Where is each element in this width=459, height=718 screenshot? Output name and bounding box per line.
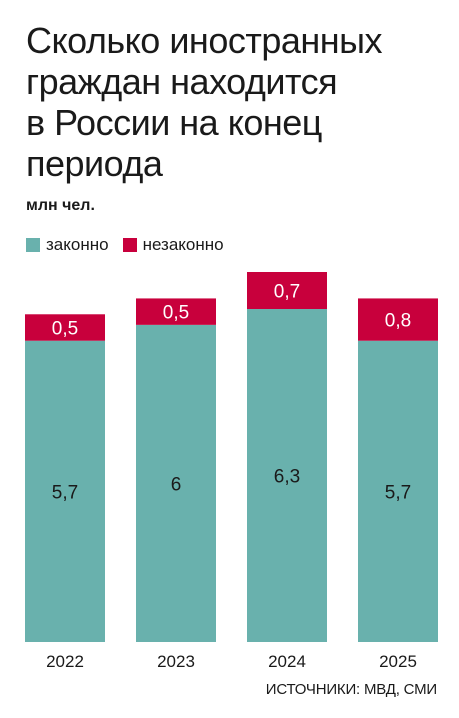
bar-illegal-2022	[25, 314, 105, 341]
data-label-legal-2023: 6	[171, 474, 182, 495]
data-label-legal-2024: 6,3	[274, 467, 300, 488]
data-label-illegal-2022: 0,5	[52, 319, 78, 340]
legend-swatch-illegal	[122, 238, 137, 252]
data-label-legal-2025: 5,7	[385, 482, 411, 503]
legend: законно незаконно	[26, 235, 238, 255]
bar-illegal-2024	[247, 272, 327, 309]
legend-item-illegal: незаконно	[122, 235, 224, 255]
x-tick-label-2023: 2023	[157, 652, 195, 671]
bar-illegal-2023	[136, 298, 216, 325]
data-label-illegal-2025: 0,8	[385, 311, 411, 332]
bar-legal-2024	[247, 309, 327, 642]
legend-swatch-legal	[26, 238, 40, 252]
bar-legal-2023	[136, 324, 216, 642]
data-label-illegal-2024: 0,7	[274, 282, 300, 303]
data-label-legal-2022: 5,7	[52, 482, 78, 503]
x-tick-label-2022: 2022	[46, 652, 84, 671]
x-tick-label-2024: 2024	[268, 652, 306, 671]
chart-title: Сколько иностранных граждан находится в …	[26, 20, 383, 184]
bar-legal-2025	[358, 340, 438, 642]
x-tick-label-2025: 2025	[379, 652, 417, 671]
legend-label-legal: законно	[46, 235, 109, 254]
source-note: ИСТОЧНИКИ: МВД, СМИ	[265, 681, 437, 698]
legend-item-legal: законно	[26, 235, 109, 255]
data-label-illegal-2023: 0,5	[163, 303, 189, 324]
legend-label-illegal: незаконно	[142, 235, 224, 254]
unit-label: млн чел.	[26, 197, 95, 214]
bar-legal-2022	[25, 340, 105, 642]
bar-illegal-2025	[358, 298, 438, 341]
